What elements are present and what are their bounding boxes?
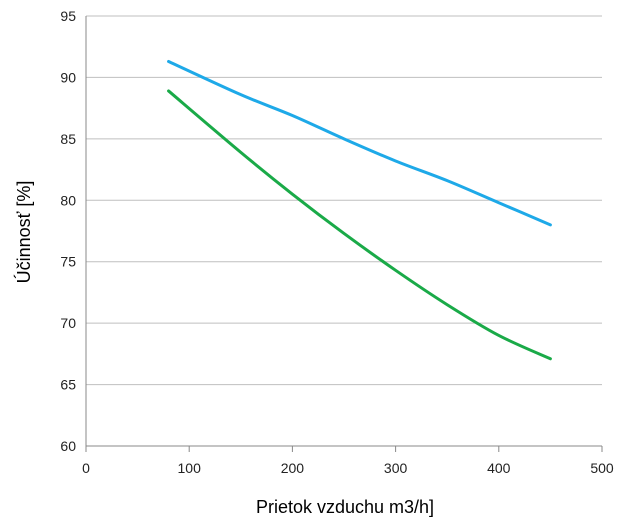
x-tick-label: 0 (82, 460, 90, 476)
y-tick-label: 85 (60, 131, 76, 147)
y-tick-label: 70 (60, 315, 76, 331)
axis-layer (85, 16, 603, 452)
y-tick-label: 60 (60, 438, 76, 454)
x-tick-label: 200 (281, 460, 305, 476)
x-tick-label: 300 (384, 460, 408, 476)
y-tick-label: 90 (60, 69, 76, 85)
x-axis-title: Prietok vzduchu m3/h] (256, 497, 434, 517)
grid-layer (86, 15, 602, 386)
y-tick-label: 65 (60, 377, 76, 393)
series-layer (167, 59, 552, 361)
y-tick-label: 95 (60, 8, 76, 24)
x-tick-label: 400 (487, 460, 511, 476)
y-axis-title: Účinnosť [%] (13, 181, 34, 284)
x-tick-label: 100 (178, 460, 202, 476)
series-line-1 (167, 59, 552, 227)
series-line-2 (167, 89, 552, 361)
x-tick-label: 500 (590, 460, 614, 476)
label-layer: 60 65 70 75 80 85 90 95 0 100 200 300 400 500 (60, 8, 613, 476)
y-tick-label: 75 (60, 254, 76, 270)
y-tick-label: 80 (60, 192, 76, 208)
